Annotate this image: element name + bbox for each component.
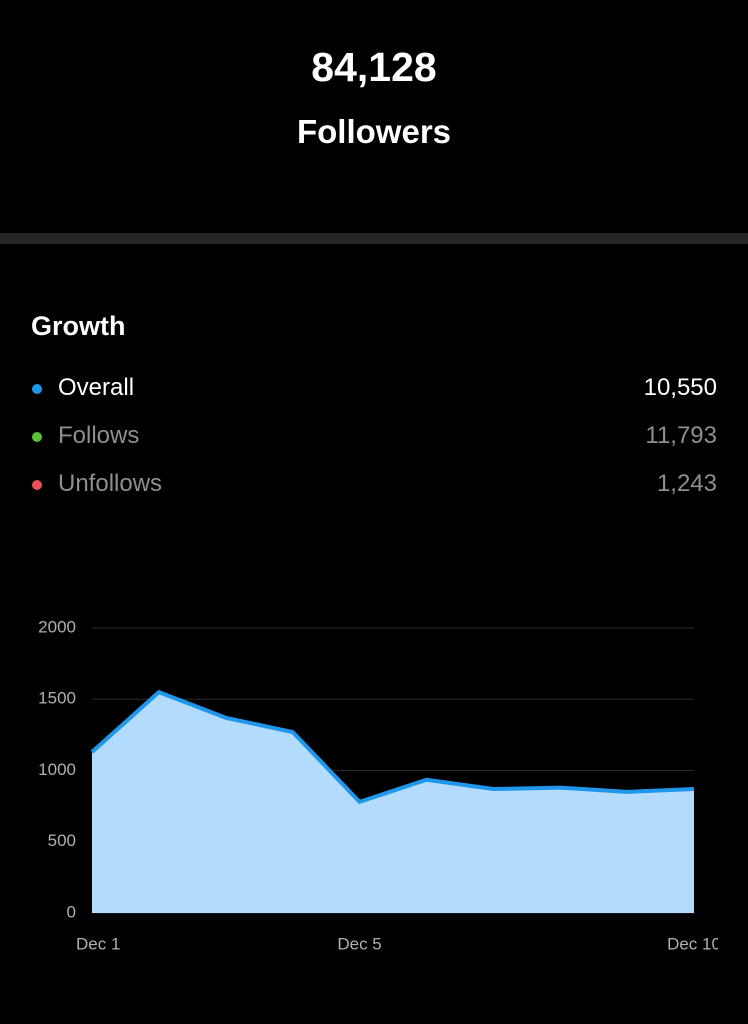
area-fill bbox=[92, 692, 694, 913]
legend-dot bbox=[32, 480, 42, 490]
y-tick-label: 0 bbox=[67, 902, 76, 921]
item-label: Follows bbox=[58, 422, 140, 449]
growth-item: Overall 10,550 bbox=[0, 374, 748, 404]
legend-dot bbox=[32, 384, 42, 394]
legend-dot bbox=[32, 432, 42, 442]
item-value: 11,793 bbox=[645, 422, 717, 449]
x-tick-label: Dec 10 bbox=[667, 934, 721, 953]
chart: 0 500 1000 1500 2000 Dec 1 Dec 5 Dec 10 bbox=[38, 617, 721, 953]
item-label: Overall bbox=[58, 374, 135, 401]
growth-item: Follows 11,793 bbox=[0, 422, 748, 452]
item-label: Unfollows bbox=[58, 470, 163, 497]
item-value: 10,550 bbox=[643, 374, 717, 401]
y-tick-label: 500 bbox=[48, 831, 76, 850]
x-tick-label: Dec 1 bbox=[76, 934, 120, 953]
area-line bbox=[90, 690, 695, 804]
growth-item: Unfollows 1,243 bbox=[0, 470, 748, 500]
y-tick-label: 1000 bbox=[38, 760, 76, 779]
follower-label: Followers bbox=[296, 113, 452, 150]
section-title: Growth bbox=[31, 311, 126, 341]
x-tick-label: Dec 5 bbox=[337, 934, 381, 953]
item-value: 1,243 bbox=[656, 470, 717, 497]
follower-count: 84,128 bbox=[311, 44, 437, 90]
divider bbox=[0, 233, 748, 244]
y-tick-label: 2000 bbox=[38, 617, 76, 636]
y-tick-label: 1500 bbox=[38, 689, 76, 708]
